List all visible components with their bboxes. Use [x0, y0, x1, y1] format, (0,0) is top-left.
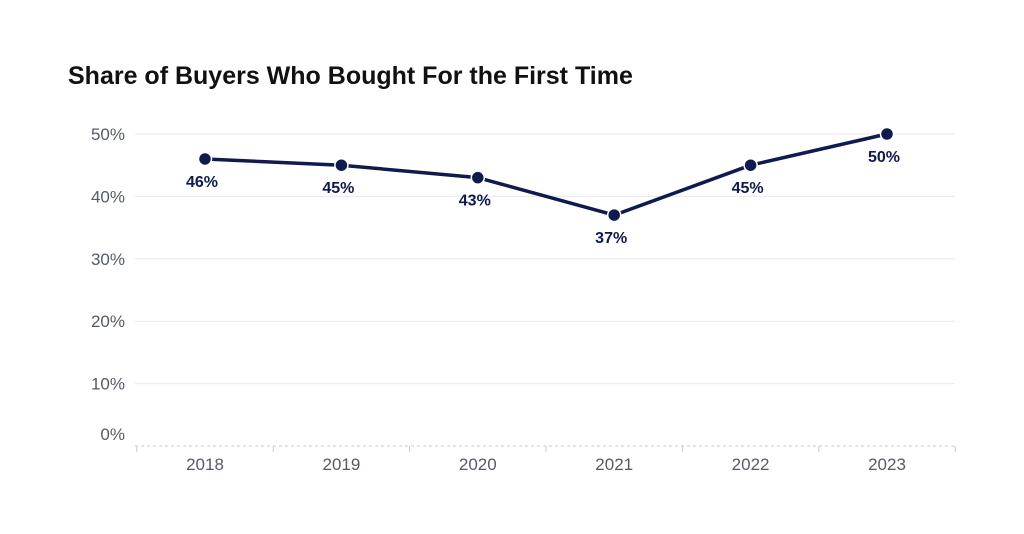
x-tick-label-2019: 2019 — [322, 455, 360, 474]
y-tick-label-0: 0% — [100, 425, 125, 444]
x-tick-label-2021: 2021 — [595, 455, 633, 474]
y-tick-label-50: 50% — [91, 125, 125, 144]
data-point-2019 — [334, 157, 349, 173]
y-tick-label-10: 10% — [91, 375, 125, 394]
data-label-2021: 37% — [595, 230, 627, 247]
data-point-2021 — [606, 207, 622, 223]
y-tick-label-40: 40% — [91, 187, 125, 206]
axes: 0% 10% 20% 30% 40% 50% 2018 2019 2020 2021 2022 202… — [91, 125, 956, 474]
data-label-2023: 50% — [868, 149, 900, 166]
data-label-2018: 46% — [186, 174, 218, 191]
x-tick-label-2022: 2022 — [732, 455, 770, 474]
data-label-2022: 45% — [732, 180, 764, 197]
y-tick-label-20: 20% — [91, 312, 125, 331]
data-point-2020 — [470, 170, 486, 185]
y-tick-label-30: 30% — [91, 250, 125, 269]
data-label-2019: 45% — [322, 180, 354, 197]
x-tick-label-2023: 2023 — [868, 455, 906, 474]
data-point-2023 — [879, 126, 895, 142]
series-line — [203, 132, 889, 217]
data-point-2022 — [743, 157, 758, 173]
chart-title: Share of Buyers Who Bought For the First… — [68, 62, 633, 90]
x-tick-label-2018: 2018 — [186, 455, 224, 474]
gridlines — [135, 133, 955, 385]
x-tick-label-2020: 2020 — [459, 455, 497, 474]
data-label-2020: 43% — [459, 193, 491, 210]
data-point-2018 — [197, 151, 213, 167]
series-layer: 46% 45% 43% 37% 45% 50% — [186, 126, 900, 247]
